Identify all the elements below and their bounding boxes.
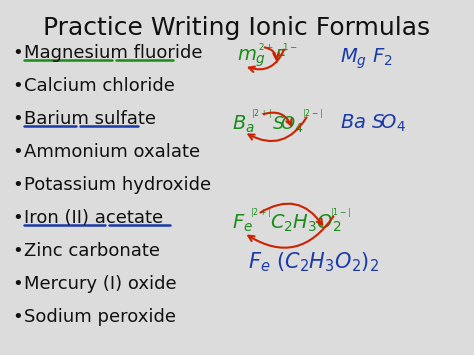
- Text: $\mathit{S\!O_4}$: $\mathit{S\!O_4}$: [272, 114, 304, 134]
- Text: •: •: [12, 176, 23, 194]
- Text: •: •: [12, 242, 23, 260]
- Text: $\mathit{^{|2+|}}$: $\mathit{^{|2+|}}$: [251, 109, 272, 121]
- Text: $\mathit{B_a}$: $\mathit{B_a}$: [232, 114, 255, 135]
- Text: $\mathit{F}$: $\mathit{F}$: [274, 48, 287, 67]
- Text: •: •: [12, 275, 23, 293]
- Text: $\mathit{F_e}$: $\mathit{F_e}$: [232, 213, 253, 234]
- Text: Ammonium oxalate: Ammonium oxalate: [24, 143, 200, 161]
- Text: $\mathit{^{2+}}$: $\mathit{^{2+}}$: [258, 43, 274, 56]
- Text: •: •: [12, 209, 23, 227]
- Text: $\mathit{^{1-}}$: $\mathit{^{1-}}$: [282, 43, 298, 56]
- Text: Calcium chloride: Calcium chloride: [24, 77, 175, 95]
- Text: Sodium peroxide: Sodium peroxide: [24, 308, 176, 326]
- Text: •: •: [12, 143, 23, 161]
- Text: •: •: [12, 44, 23, 62]
- Text: Practice Writing Ionic Formulas: Practice Writing Ionic Formulas: [44, 16, 430, 40]
- Text: $\mathit{F_e\ (C_2H_3O_2)_2}$: $\mathit{F_e\ (C_2H_3O_2)_2}$: [248, 250, 379, 274]
- Text: $\mathit{M_g\ F_2}$: $\mathit{M_g\ F_2}$: [340, 47, 393, 71]
- Text: •: •: [12, 308, 23, 326]
- Text: •: •: [12, 77, 23, 95]
- Text: Potassium hydroxide: Potassium hydroxide: [24, 176, 211, 194]
- Text: Iron (II) acetate: Iron (II) acetate: [24, 209, 163, 227]
- Text: $\mathit{^{|2+|}}$: $\mathit{^{|2+|}}$: [250, 208, 271, 220]
- Text: Magnesium fluoride: Magnesium fluoride: [24, 44, 202, 62]
- Text: $\mathit{m_g}$: $\mathit{m_g}$: [237, 48, 266, 70]
- Text: $\mathit{C_2H_3O_2}$: $\mathit{C_2H_3O_2}$: [270, 213, 341, 234]
- Text: $\mathit{^{|2-|}}$: $\mathit{^{|2-|}}$: [302, 109, 323, 121]
- Text: •: •: [12, 110, 23, 128]
- Text: $\mathit{Ba\ S\!O_4}$: $\mathit{Ba\ S\!O_4}$: [340, 113, 406, 134]
- Text: $\mathit{^{|1-|}}$: $\mathit{^{|1-|}}$: [330, 208, 351, 220]
- Text: Barium sulfate: Barium sulfate: [24, 110, 156, 128]
- Text: Zinc carbonate: Zinc carbonate: [24, 242, 160, 260]
- Text: Mercury (I) oxide: Mercury (I) oxide: [24, 275, 177, 293]
